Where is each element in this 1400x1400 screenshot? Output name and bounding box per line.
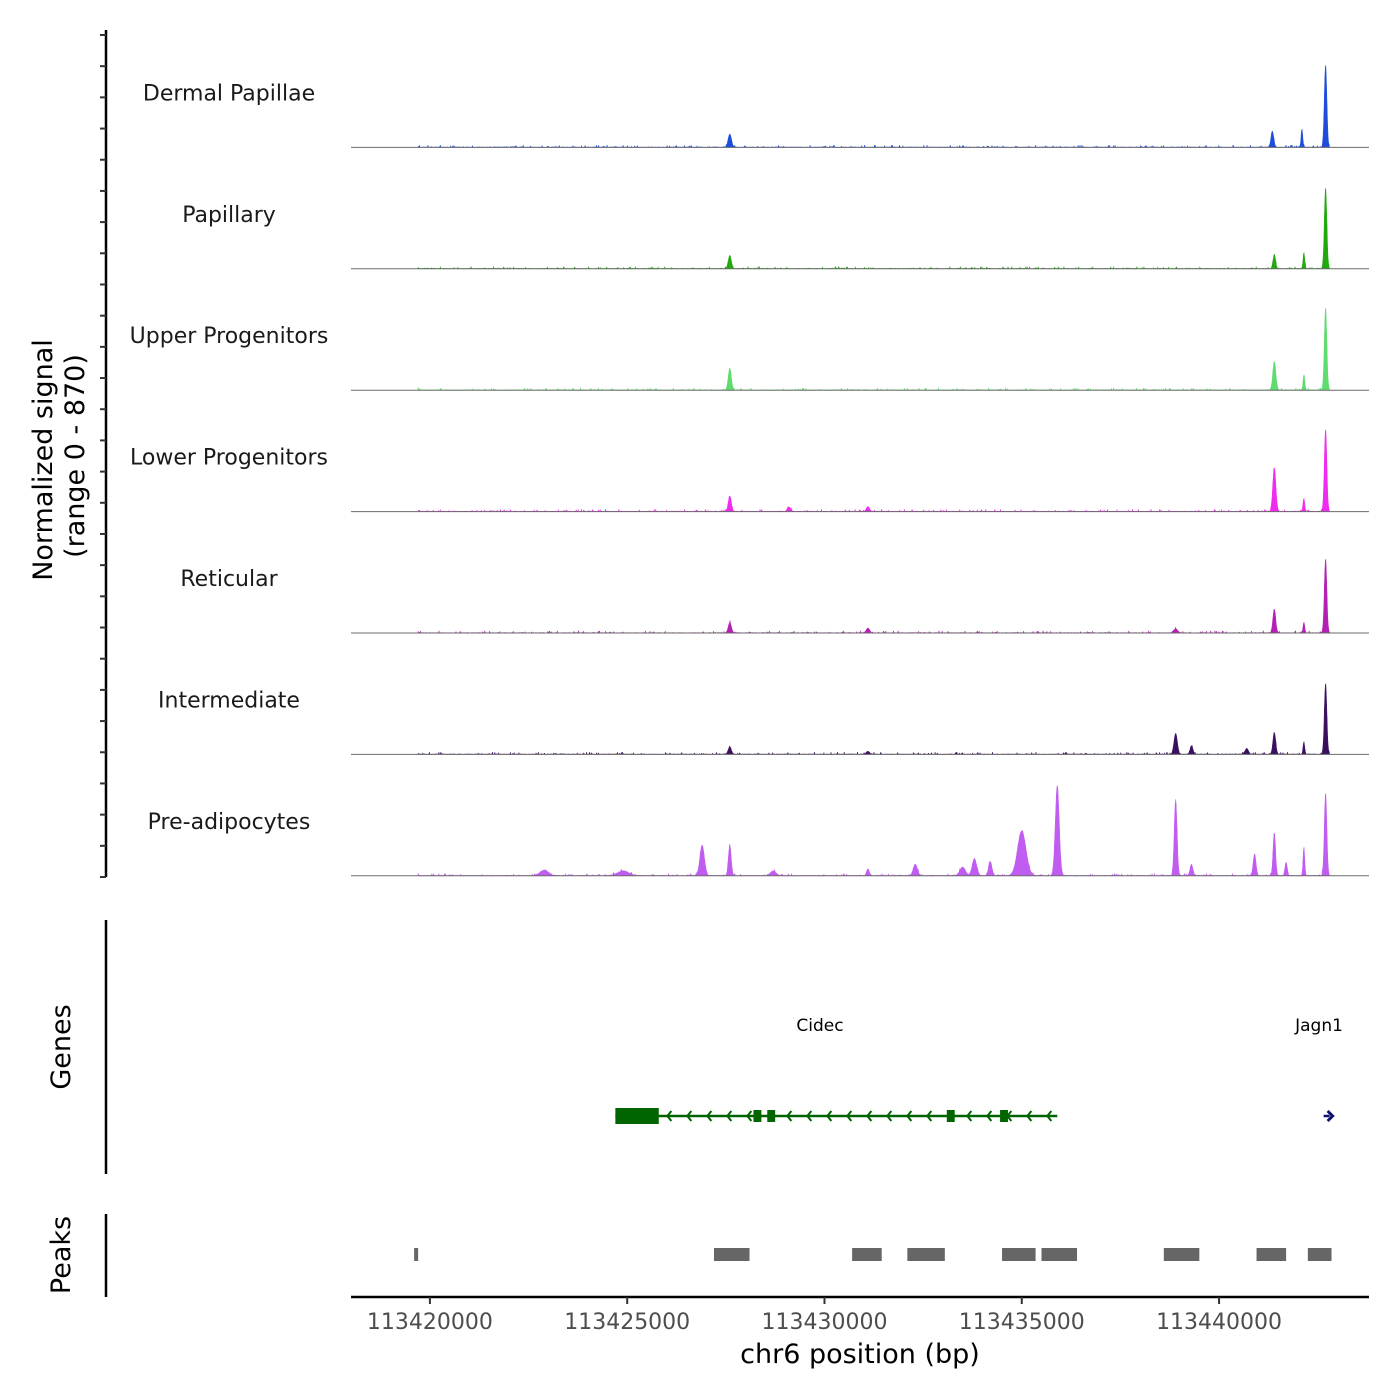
strand-arrow <box>906 1110 913 1122</box>
strand-arrow <box>886 1110 893 1122</box>
strand-arrow <box>866 1110 873 1122</box>
signal-area-pre-adipocytes <box>417 785 1330 877</box>
peak-region <box>1163 1248 1200 1261</box>
track-label: Papillary <box>182 203 276 228</box>
strand-arrow <box>926 1110 933 1122</box>
strand-arrow <box>726 1110 733 1122</box>
track-label: Intermediate <box>158 688 300 713</box>
strand-arrow <box>666 1110 673 1122</box>
x-axis-title: chr6 position (bp) <box>740 1339 980 1370</box>
gene-exon <box>946 1110 955 1122</box>
gene-exon <box>753 1110 762 1122</box>
strand-arrow <box>806 1110 813 1122</box>
signal-area-intermediate <box>417 683 1330 755</box>
strand-arrow <box>1026 1110 1033 1122</box>
strand-arrow <box>846 1110 853 1122</box>
track-label: Pre-adipocytes <box>148 810 311 835</box>
strand-arrow <box>1006 1110 1013 1122</box>
strand-arrow <box>1046 1110 1053 1122</box>
strand-arrow <box>786 1110 793 1122</box>
y-axis-title: Normalized signal <box>28 339 59 581</box>
gene-exon <box>1000 1110 1008 1122</box>
y-axis-range: (range 0 - 870) <box>60 354 91 558</box>
x-tick-label: 113435000 <box>959 1310 1085 1335</box>
peak-region <box>1002 1248 1036 1261</box>
peaks-panel-title: Peaks <box>46 1216 77 1294</box>
x-tick-label: 113420000 <box>367 1310 493 1335</box>
peak-region <box>414 1248 419 1261</box>
peak-region <box>907 1248 945 1261</box>
strand-arrow <box>946 1110 953 1122</box>
signal-area-lower-progenitors <box>417 429 1330 513</box>
peak-region <box>1256 1248 1287 1261</box>
strand-arrow <box>686 1110 693 1122</box>
gene-label-cidec: Cidec <box>796 1016 843 1036</box>
track-label: Lower Progenitors <box>130 446 328 471</box>
x-tick-label: 113425000 <box>564 1310 690 1335</box>
x-tick-label: 113430000 <box>761 1310 887 1335</box>
strand-arrow <box>986 1110 993 1122</box>
track-label: Reticular <box>180 567 278 592</box>
signal-area-papillary <box>417 188 1330 270</box>
strand-arrow <box>746 1110 753 1122</box>
track-label: Dermal Papillae <box>143 81 315 106</box>
strand-arrow <box>766 1110 773 1122</box>
signal-area-reticular <box>417 559 1330 634</box>
gene-exon <box>615 1108 659 1124</box>
signal-area-dermal-papillae <box>417 65 1330 149</box>
peak-region <box>852 1248 882 1261</box>
x-tick-label: 113440000 <box>1156 1310 1282 1335</box>
signal-area-upper-progenitors <box>417 307 1330 391</box>
strand-arrow <box>826 1110 833 1122</box>
gene-label-jagn1: Jagn1 <box>1294 1016 1343 1036</box>
genes-panel-title: Genes <box>46 1004 77 1089</box>
peak-region <box>714 1248 750 1261</box>
track-label: Upper Progenitors <box>130 324 329 349</box>
peak-region <box>1041 1248 1078 1261</box>
gene-exon <box>767 1110 776 1122</box>
strand-arrow <box>706 1110 713 1122</box>
strand-arrow <box>1326 1109 1335 1123</box>
peak-region <box>1307 1248 1332 1261</box>
strand-arrow <box>966 1110 973 1122</box>
